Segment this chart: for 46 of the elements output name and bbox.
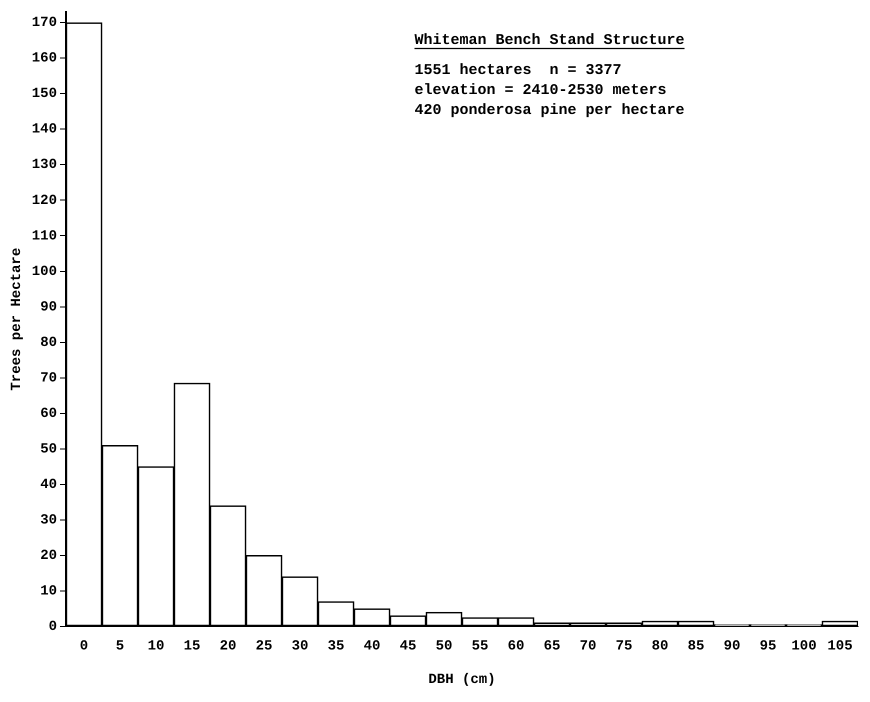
x-axis-title: DBH (cm) [428, 672, 496, 688]
text: Whiteman Bench Stand Structure [414, 32, 685, 49]
y-tick-label: 170 [32, 15, 58, 32]
y-tick-label: 60 [40, 406, 58, 422]
x-tick-label: 85 [688, 638, 704, 654]
y-tick-label: 110 [32, 228, 58, 244]
y-tick-label: 140 [32, 122, 58, 138]
y-tick-label: 20 [40, 548, 58, 564]
x-tick-label: 70 [580, 638, 596, 654]
y-tick-label: 10 [40, 583, 58, 600]
x-tick-label: 30 [292, 638, 308, 654]
y-tick-label: 40 [40, 476, 58, 493]
y-tick-label: 120 [32, 192, 58, 209]
y-axis-title: Trees per Hectare [8, 248, 25, 391]
y-tick-label: 130 [32, 157, 58, 174]
y-tick-label: 30 [40, 512, 58, 528]
x-tick-label: 105 [827, 638, 853, 654]
x-tick-label: 25 [256, 638, 272, 654]
x-tick-label: 75 [616, 638, 632, 654]
y-tick-label: 160 [32, 50, 58, 67]
x-tick-label: 0 [80, 638, 88, 654]
annotation: 1551 hectares n = 3377 [414, 62, 622, 79]
x-tick-label: 90 [724, 638, 740, 654]
annotation: elevation = 2410-2530 meters [414, 82, 667, 99]
x-tick-label: 10 [148, 638, 164, 654]
x-tick-label: 55 [472, 638, 488, 654]
x-tick-label: 95 [760, 638, 776, 654]
x-tick-label: 60 [508, 638, 524, 654]
x-tick-label: 100 [791, 638, 817, 654]
x-tick-label: 5 [116, 638, 124, 654]
y-tick-label: 150 [32, 86, 58, 102]
y-tick-label: 80 [40, 334, 58, 351]
x-tick-label: 20 [220, 638, 236, 654]
annotation: 420 ponderosa pine per hectare [414, 102, 685, 119]
y-tick-label: 70 [40, 370, 58, 386]
x-tick-label: 50 [436, 638, 452, 654]
x-tick-label: 80 [652, 638, 668, 654]
x-tick-label: 65 [544, 638, 560, 654]
y-tick-label: 0 [48, 618, 58, 635]
x-tick-label: 45 [400, 638, 416, 654]
x-tick-label: 40 [364, 638, 380, 654]
y-tick-label: 100 [32, 264, 58, 280]
x-tick-label: 15 [184, 638, 200, 654]
y-tick-label: 50 [40, 441, 58, 458]
y-tick-label: 90 [40, 299, 58, 316]
x-tick-label: 35 [328, 638, 344, 654]
